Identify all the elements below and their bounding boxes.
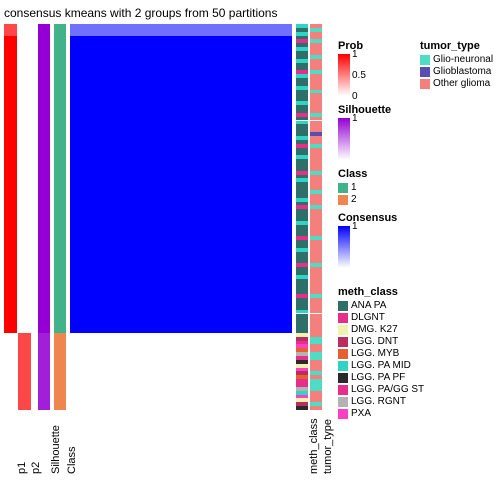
axis-label-p2: p2 — [30, 462, 42, 474]
legend-consensus: Consensus1 — [338, 212, 397, 268]
plot-title: consensus kmeans with 2 groups from 50 p… — [4, 6, 277, 20]
axis-label-p1: p1 — [16, 462, 28, 474]
track-class — [54, 24, 66, 410]
axis-label-silhouette: Silhouette — [50, 425, 62, 474]
axis-label-class: Class — [66, 446, 78, 474]
legend-meth_class: meth_classANA PADLGNTDMG. K27LGG. DNTLGG… — [338, 286, 424, 420]
track-consensus — [70, 24, 292, 410]
heatmap — [4, 24, 330, 410]
legend-class: Class12 — [338, 168, 367, 206]
track-p1 — [4, 24, 17, 410]
legend-tumor_type: tumor_typeGlio-neuronalGlioblastomaOther… — [420, 40, 493, 90]
track-p2 — [18, 24, 31, 410]
track-tumor_type — [310, 24, 322, 410]
legend-prob: Prob10.50 — [338, 40, 363, 96]
track-meth_class — [296, 24, 308, 410]
axis-label-meth-class: meth_class — [308, 418, 320, 474]
track-silhouette — [38, 24, 50, 410]
axis-label-tumor-type: tumor_type — [322, 419, 334, 474]
legend-silhouette: Silhouette1 — [338, 104, 391, 160]
